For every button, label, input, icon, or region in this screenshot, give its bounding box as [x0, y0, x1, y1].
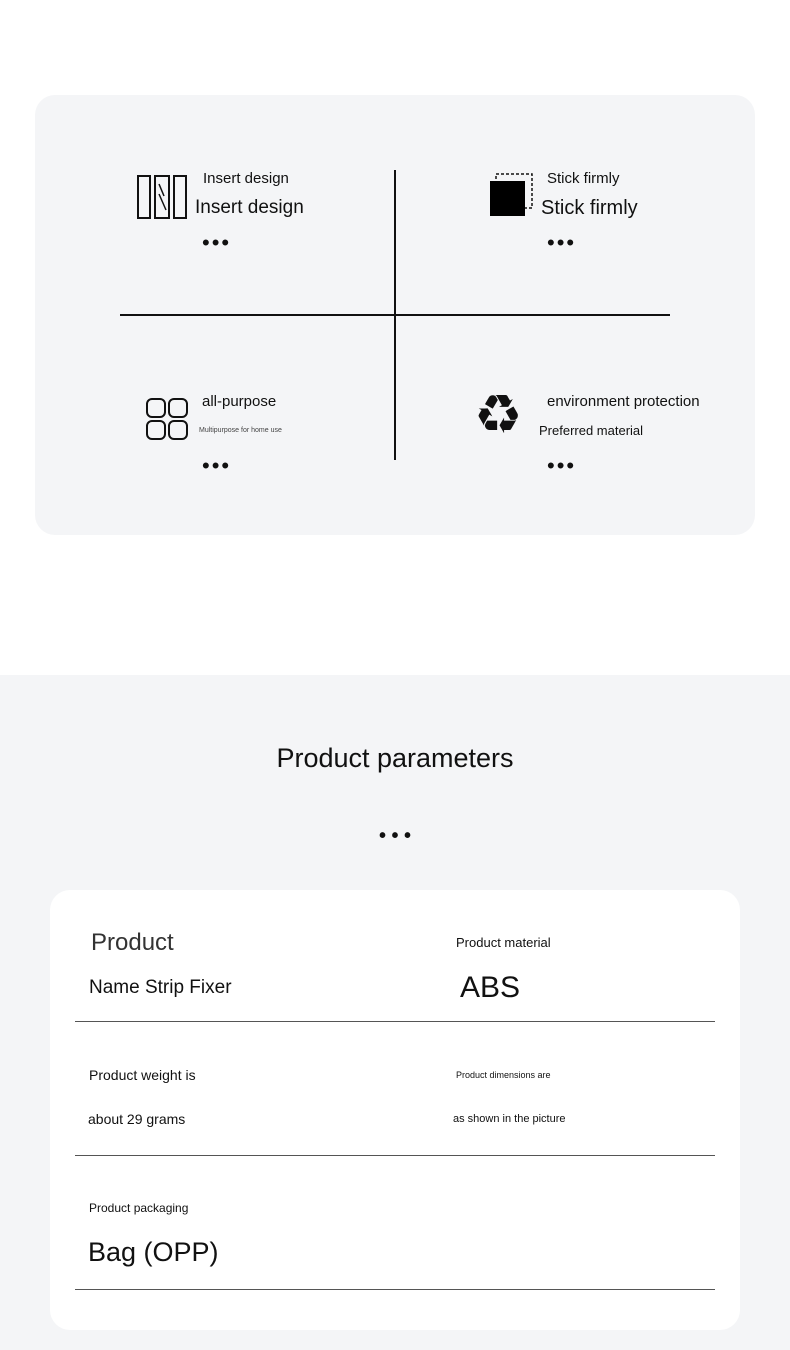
feature-subtitle: Insert design — [195, 197, 304, 218]
divider-horizontal — [120, 314, 670, 316]
dots: • • • — [378, 825, 412, 847]
param-value: about 29 grams — [88, 1111, 186, 1127]
feature-title: Stick firmly — [547, 170, 620, 187]
feature-subtitle: Multipurpose for home use — [199, 427, 282, 434]
dots: ••• — [202, 453, 232, 478]
feature-title: Insert design — [203, 170, 289, 187]
params-card — [50, 890, 740, 1330]
window-panels-icon — [137, 175, 187, 219]
feature-title: all-purpose — [202, 393, 277, 410]
param-label: Product dimensions are — [456, 1070, 551, 1080]
feature-title: environment protection — [547, 393, 700, 410]
dots: ••• — [202, 230, 232, 255]
param-label: Product material — [456, 935, 551, 950]
feature-subtitle: Stick firmly — [541, 197, 638, 219]
divider — [75, 1289, 715, 1290]
param-value: as shown in the picture — [453, 1113, 566, 1125]
divider — [75, 1021, 715, 1022]
param-label: Product packaging — [89, 1201, 189, 1215]
params-heading: Product parameters — [276, 743, 514, 773]
param-value: Bag (OPP) — [88, 1237, 219, 1267]
param-label: Product — [91, 929, 174, 956]
dots: ••• — [547, 230, 577, 255]
feature-subtitle: Preferred material — [539, 423, 644, 438]
dots: ••• — [547, 453, 577, 478]
param-value: ABS — [460, 971, 521, 1004]
param-label: Product weight is — [89, 1067, 196, 1083]
grid-icon — [146, 398, 188, 440]
divider — [75, 1155, 715, 1156]
recycle-icon: ♻ — [474, 385, 523, 445]
sticky-square-icon — [490, 173, 533, 216]
param-value: Name Strip Fixer — [89, 977, 232, 998]
